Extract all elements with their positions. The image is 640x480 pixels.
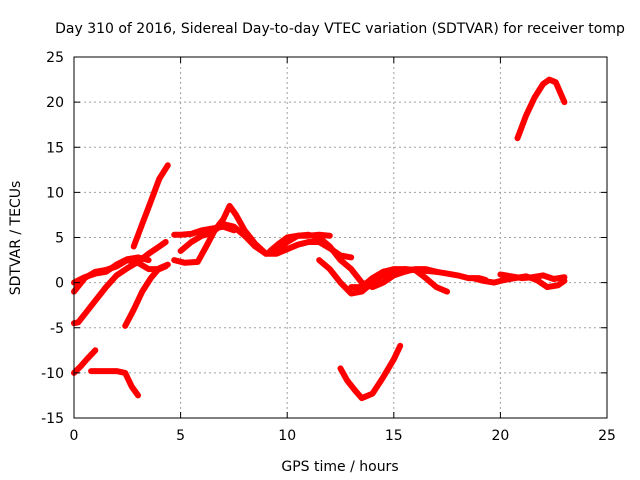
x-tick-label: 10 [278,428,296,444]
series-trace-2 [71,239,169,327]
y-tick-label: 10 [46,185,64,201]
series-trace-12 [316,257,451,297]
y-tick-label: 15 [46,140,64,156]
x-axis-label: GPS time / hours [281,459,398,475]
series-trace-7 [88,368,141,399]
x-tick-label: 20 [491,428,509,444]
series-trace-16 [497,271,568,282]
y-axis-label: SDTVAR / TECUs [8,181,24,296]
x-tick-label: 5 [176,428,185,444]
series-trace-4 [122,261,171,329]
y-tick-label: 25 [46,50,64,66]
axis-ticks: 0 5 10 15 20 25 -15 -10 -5 0 5 10 15 20 25 [41,50,616,444]
chart-title: Day 310 of 2016, Sidereal Day-to-day VTE… [55,21,625,37]
y-tick-label: 5 [55,231,64,247]
y-tick-label: -10 [41,366,64,382]
series-trace-14 [337,342,404,402]
series-trace-6 [71,347,99,376]
y-tick-label: -5 [50,321,64,337]
y-tick-label: -15 [41,411,64,427]
series-trace-3 [71,254,152,286]
y-tick-label: 20 [46,95,64,111]
y-tick-label: 0 [55,276,64,292]
x-tick-label: 25 [598,428,616,444]
x-tick-label: 0 [70,428,79,444]
x-tick-label: 15 [385,428,403,444]
data-series [71,76,568,402]
series-trace-5 [130,162,171,250]
series-trace-17 [514,76,568,142]
series-trace-13 [348,266,489,291]
series-trace-11 [267,231,440,291]
